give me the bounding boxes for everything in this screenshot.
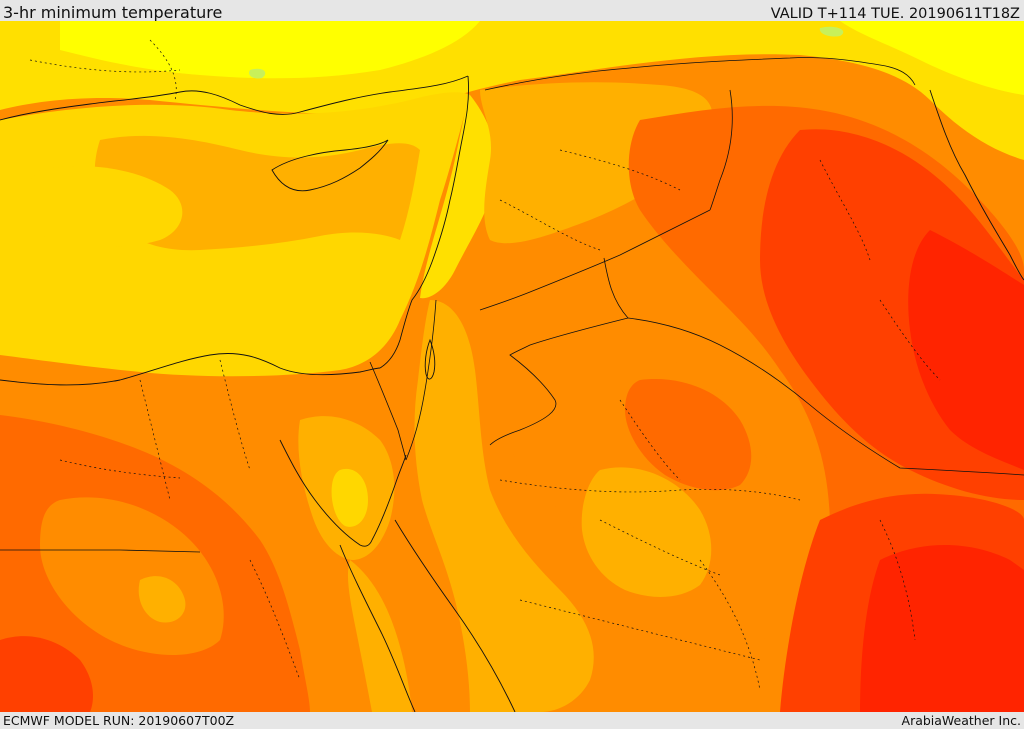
zone-jordan-light xyxy=(414,300,594,712)
jordan-iraq-border xyxy=(479,209,711,311)
zone-levant-yellow xyxy=(420,95,497,299)
credit: ArabiaWeather Inc. xyxy=(901,713,1021,728)
zone-green-speck-1 xyxy=(249,68,266,79)
zone-sinai-yellow xyxy=(331,468,368,527)
gulf-of-suez xyxy=(279,439,373,547)
zone-green-speck-2 xyxy=(819,26,844,37)
egypt-sudan-line xyxy=(0,549,201,553)
zone-arabia-light xyxy=(581,467,712,597)
footer-bar: ECMWF MODEL RUN: 20190607T00Z ArabiaWeat… xyxy=(0,712,1024,729)
israel-jordan-border xyxy=(405,299,437,461)
levant-coast xyxy=(379,75,469,369)
zone-arabia-dark xyxy=(625,379,752,491)
header-bar: 3-hr minimum temperature VALID T+114 TUE… xyxy=(0,0,1024,22)
saudi-iraq-border xyxy=(627,317,1024,476)
zone-west-red-patch xyxy=(0,636,93,712)
syria-iraq-border xyxy=(709,89,733,211)
zone-west-light-patch xyxy=(138,576,186,623)
persian-gulf-coast xyxy=(929,89,1024,281)
valid-time: VALID T+114 TUE. 20190611T18Z xyxy=(770,6,1020,22)
cyprus-outline xyxy=(271,139,389,192)
map-title: 3-hr minimum temperature xyxy=(3,3,223,22)
zone-northeast-bright-yellow xyxy=(840,21,1024,95)
zone-gulf-red xyxy=(908,230,1024,470)
saudi-jordan-border xyxy=(489,257,629,446)
country-borders xyxy=(0,57,1024,553)
turkey-syria-border xyxy=(484,57,916,91)
zone-sea-yellow-inner xyxy=(23,166,183,248)
coastlines xyxy=(0,75,1024,712)
redsea-west xyxy=(339,544,416,712)
turkey-coast xyxy=(0,75,469,121)
gulf-of-aqaba xyxy=(371,454,407,541)
egypt-israel-border xyxy=(369,361,407,461)
redsea-east xyxy=(394,519,516,712)
temperature-map[interactable] xyxy=(0,21,1024,712)
model-run: ECMWF MODEL RUN: 20190607T00Z xyxy=(3,713,235,728)
zone-se-red-inner xyxy=(860,545,1024,712)
dead-sea xyxy=(424,338,436,380)
zone-north-bright-yellow xyxy=(60,21,480,79)
map-canvas xyxy=(0,21,1024,712)
egypt-coast xyxy=(0,353,381,386)
province-boundaries xyxy=(29,39,941,691)
